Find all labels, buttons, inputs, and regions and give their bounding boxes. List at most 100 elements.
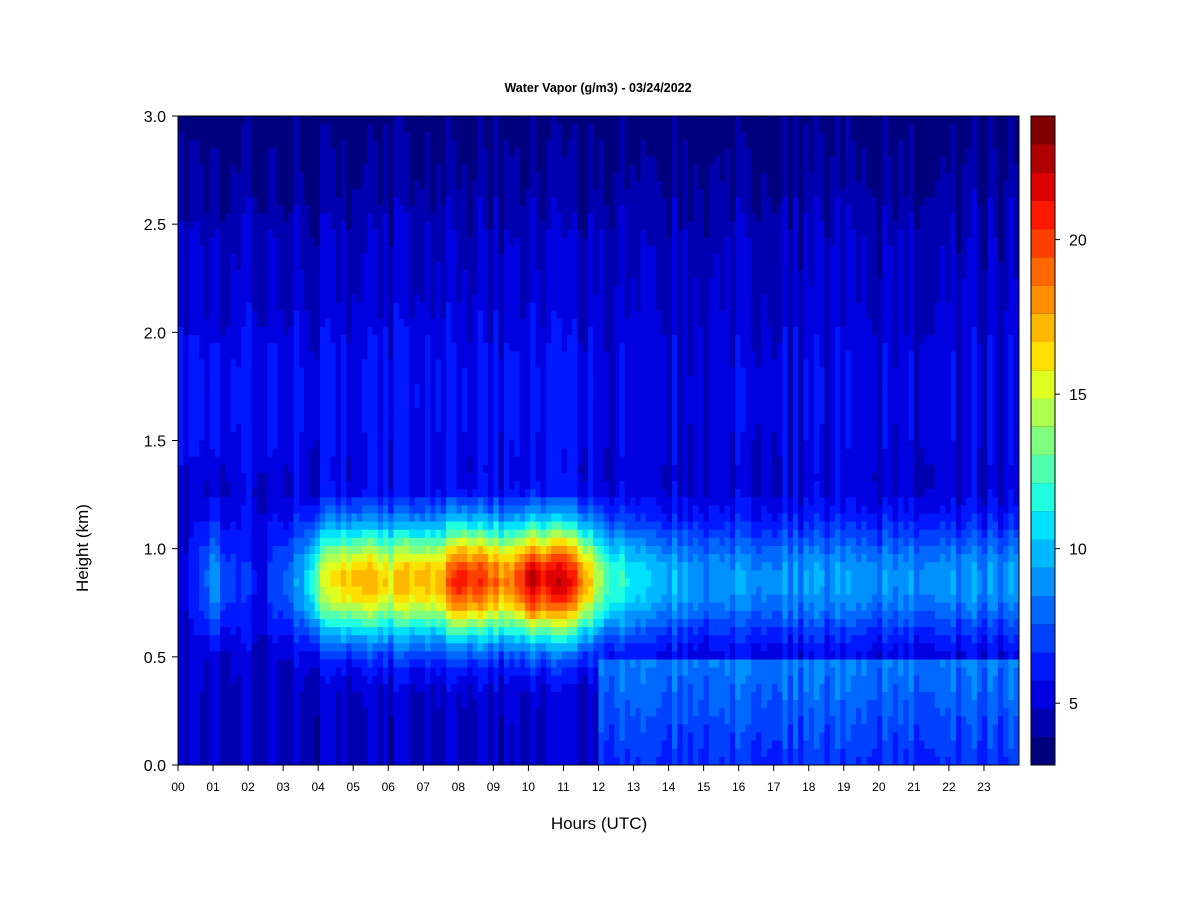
heatmap-cell [467,740,473,750]
heatmap-cell [372,481,379,490]
heatmap-cell [262,594,268,604]
heatmap-cell [225,489,232,498]
heatmap-cell [493,156,500,166]
heatmap-cell [241,148,247,158]
heatmap-cell [488,659,494,669]
heatmap-cell [351,359,358,369]
heatmap-cell [246,497,253,506]
heatmap-cell [388,189,395,198]
heatmap-cell [356,505,363,515]
heatmap-cell [467,375,473,385]
heatmap-cell [178,537,184,547]
heatmap-cell [346,116,353,125]
heatmap-cell [361,221,368,231]
heatmap-cell [251,562,258,571]
heatmap-cell [304,326,310,336]
heatmap-cell [367,691,374,701]
heatmap-cell [419,399,426,409]
heatmap-cell [267,545,274,555]
heatmap-cell [283,764,289,765]
heatmap-cell [277,627,284,636]
heatmap-cell [304,343,310,352]
heatmap-cell [440,740,447,750]
heatmap-cell [256,700,263,709]
heatmap-cell [199,164,205,174]
heatmap-cell [351,253,358,263]
heatmap-cell [214,367,221,377]
heatmap-cell [325,383,332,393]
heatmap-cell [377,643,384,652]
heatmap-cell [340,237,347,247]
heatmap-cell [377,667,384,677]
heatmap-cell [225,294,232,304]
heatmap-cell [230,124,237,133]
heatmap-cell [467,221,473,231]
heatmap-cell [346,570,353,579]
heatmap-cell [277,310,284,320]
heatmap-cell [440,278,447,287]
heatmap-cell [214,472,221,482]
heatmap-cell [330,505,337,515]
heatmap-cell [225,537,232,547]
heatmap-cell [225,578,232,588]
heatmap-cell [425,391,431,401]
heatmap-cell [251,367,258,377]
heatmap-cell [267,416,274,425]
heatmap-cell [461,513,468,523]
heatmap-cell [361,578,368,588]
heatmap-cell [482,335,489,344]
heatmap-cell [414,497,421,506]
heatmap-cell [377,116,384,125]
heatmap-cell [298,229,305,239]
heatmap-cell [220,554,226,563]
heatmap-cell [204,618,211,628]
heatmap-cell [277,351,284,360]
heatmap-cell [488,691,494,701]
heatmap-cell [430,513,437,523]
heatmap-cell [272,570,279,579]
heatmap-cell [404,748,410,758]
heatmap-cell [414,302,421,312]
heatmap-cell [472,748,479,758]
heatmap-cell [472,351,479,360]
heatmap-cell [241,335,247,344]
heatmap-cell [220,562,226,571]
heatmap-cell [451,310,458,320]
heatmap-cell [393,326,400,336]
heatmap-cell [267,594,274,604]
heatmap-cell [178,229,184,239]
heatmap-cell [456,140,463,150]
heatmap-cell [451,383,458,393]
heatmap-cell [262,635,268,644]
heatmap-cell [440,294,447,304]
heatmap-cell [183,448,190,458]
heatmap-cell [393,635,400,644]
heatmap-cell [425,691,431,701]
heatmap-cell [493,180,500,190]
heatmap-cell [398,310,405,320]
heatmap-cell [477,481,484,490]
heatmap-cell [467,489,473,498]
heatmap-cell [209,440,216,450]
heatmap-cell [430,578,437,588]
heatmap-cell [246,229,253,239]
heatmap-cell [372,124,379,133]
heatmap-cell [325,578,332,588]
heatmap-cell [456,172,463,182]
heatmap-cell [393,691,400,701]
heatmap-cell [325,554,332,563]
heatmap-cell [199,424,205,433]
heatmap-cell [372,245,379,255]
heatmap-cell [235,545,242,555]
heatmap-cell [304,416,310,425]
heatmap-cell [246,310,253,320]
heatmap-cell [346,189,353,198]
heatmap-cell [398,326,405,336]
heatmap-cell [346,521,353,531]
heatmap-cell [220,740,226,750]
heatmap-cell [220,424,226,433]
heatmap-cell [377,594,384,604]
heatmap-cell [488,740,494,750]
heatmap-cell [356,221,363,231]
heatmap-cell [456,472,463,482]
